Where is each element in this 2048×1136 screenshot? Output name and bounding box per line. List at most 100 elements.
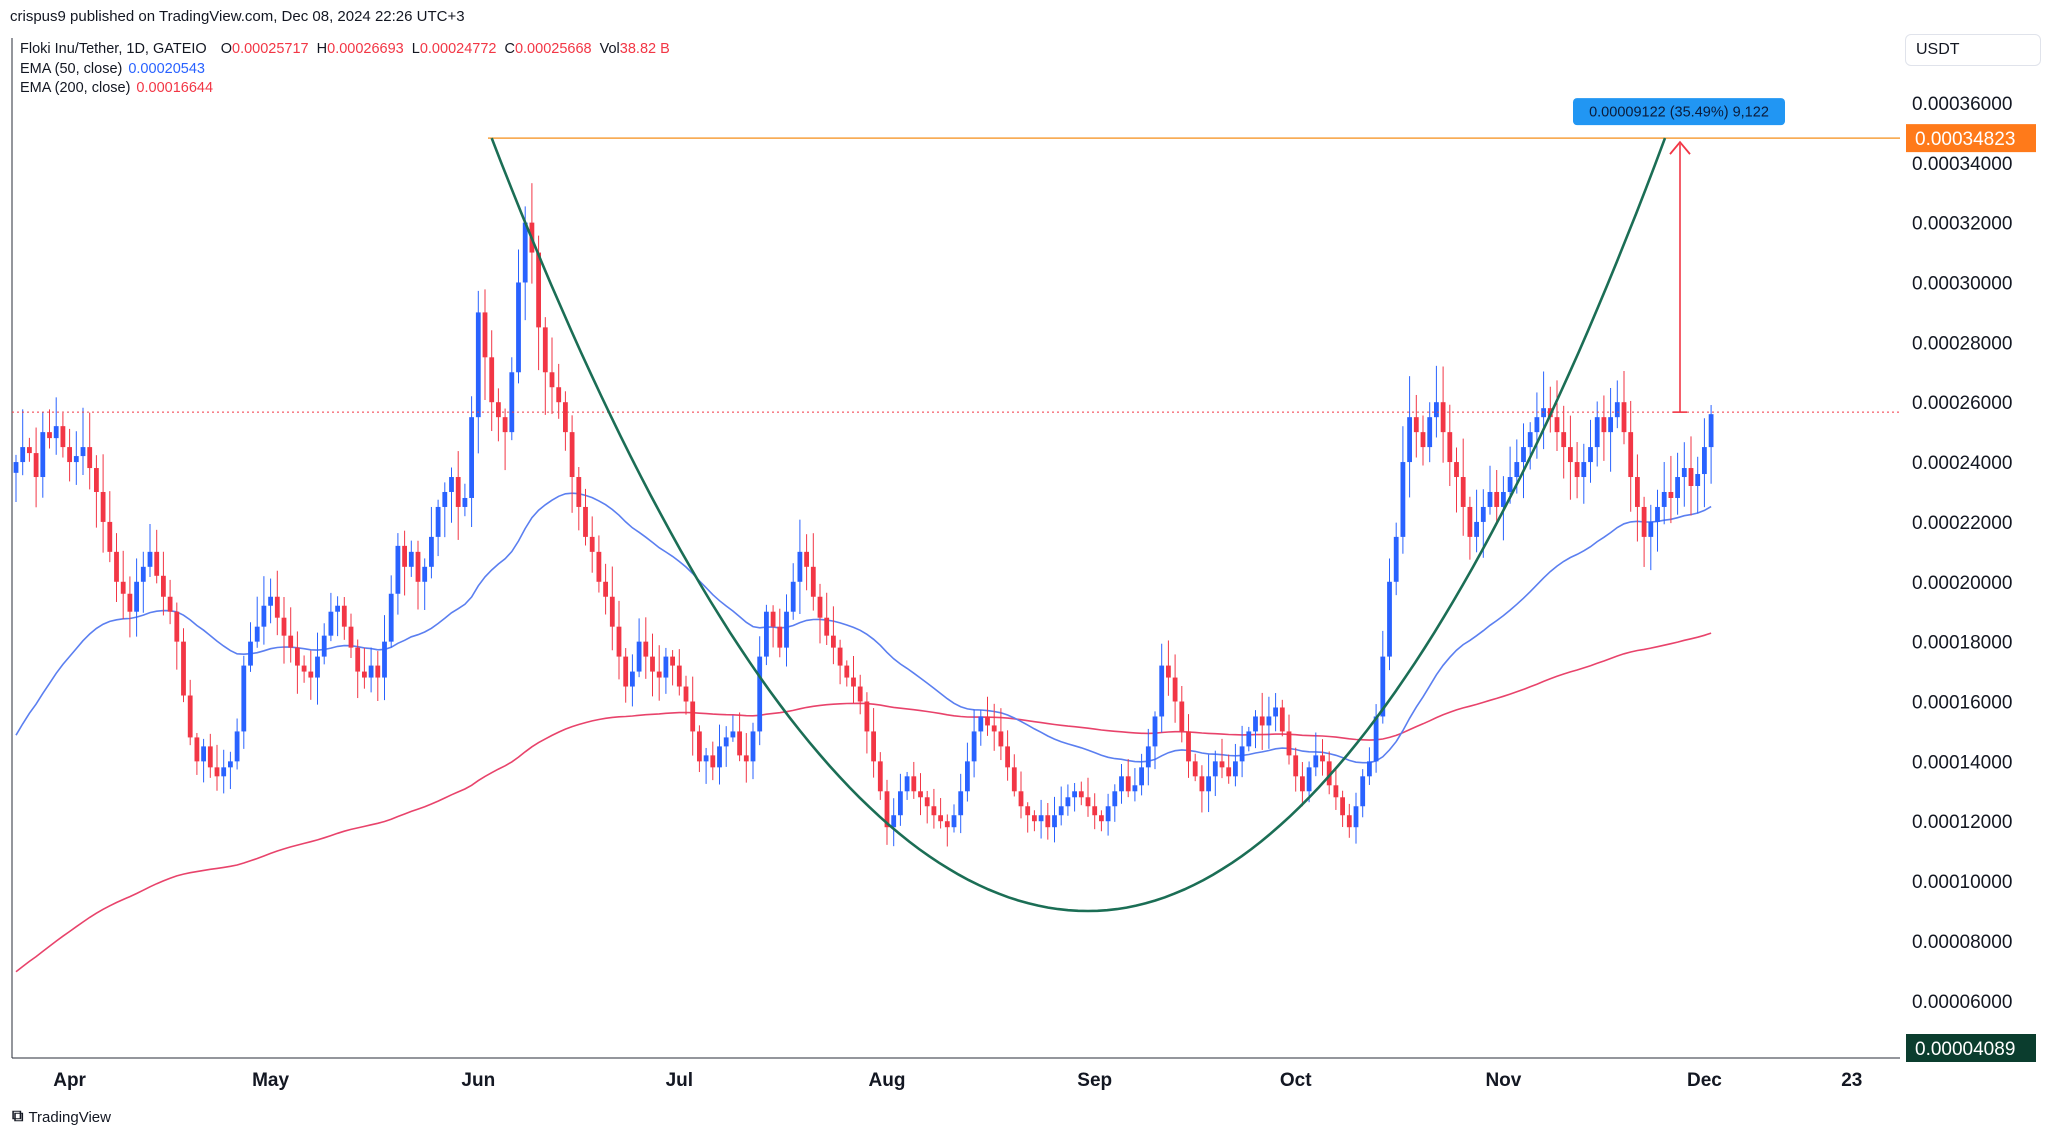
candle-body: [355, 647, 361, 672]
candle-body: [730, 731, 736, 738]
candle-body: [1434, 402, 1439, 418]
candle-body: [810, 566, 816, 597]
y-tick-label: 0.00032000: [1912, 214, 2012, 235]
legend-ema50-row: EMA (50, close) 0.00020543: [20, 60, 670, 80]
candle-body: [723, 737, 729, 747]
candle-body: [770, 611, 776, 627]
candle-body: [1340, 797, 1345, 816]
candle-body: [1253, 716, 1258, 732]
candle-body: [442, 491, 448, 507]
candle-body: [80, 447, 86, 457]
candle-body: [174, 611, 180, 642]
candle-body: [1367, 761, 1372, 777]
candle-body: [1681, 468, 1687, 478]
candle-body: [1052, 815, 1057, 828]
candle-body: [1125, 776, 1131, 792]
tradingview-logo-icon: ⧉: [12, 1108, 23, 1125]
candle-body: [140, 566, 146, 582]
legend-ema200-label: EMA (200, close): [20, 80, 131, 96]
y-tick-label: 0.00036000: [1912, 94, 2012, 115]
candle-body: [13, 462, 19, 473]
y-tick-label: 0.00008000: [1912, 932, 2012, 953]
candle-body: [449, 477, 454, 492]
candle-body: [94, 468, 99, 492]
candle-body: [676, 665, 682, 687]
x-tick-label: Apr: [53, 1070, 86, 1091]
candle-body: [1186, 731, 1191, 762]
candle-body: [1065, 797, 1071, 807]
footer-brand: TradingView: [28, 1108, 111, 1126]
candle-body: [335, 605, 340, 612]
candle-body: [194, 737, 200, 762]
candle-body: [114, 551, 119, 582]
candle-body: [757, 656, 763, 732]
resistance-price-text: 0.00034823: [1915, 129, 2015, 150]
candle-body: [1159, 665, 1165, 717]
legend-high-value: 0.00026693: [327, 41, 404, 57]
candle-body: [958, 791, 964, 816]
candle-body: [1514, 462, 1520, 478]
candle-body: [1447, 432, 1453, 463]
candle-body: [1702, 447, 1707, 475]
candle-body: [502, 417, 508, 433]
candle-body: [40, 432, 46, 478]
candle-body: [1152, 716, 1158, 747]
candle-body: [1099, 815, 1104, 822]
x-tick-label: Nov: [1485, 1070, 1521, 1091]
candle-body: [1480, 506, 1486, 522]
candle-body: [1145, 746, 1151, 768]
candle-body: [462, 497, 468, 507]
candle-body: [904, 776, 910, 792]
candle-body: [20, 447, 26, 463]
candle-body: [435, 506, 441, 537]
candle-body: [1119, 776, 1124, 792]
published-line: crispus9 published on TradingView.com, D…: [10, 8, 465, 25]
candle-body: [871, 731, 876, 762]
candle-body: [804, 551, 809, 567]
y-tick-label: 0.00010000: [1912, 872, 2012, 893]
candle-body: [583, 506, 588, 537]
candle-body: [489, 357, 495, 403]
candle-body: [134, 581, 139, 612]
candle-body: [924, 797, 930, 807]
legend-close-value: 0.00025668: [514, 41, 592, 57]
legend-vol-key: Vol: [599, 41, 620, 57]
y-tick-label: 0.00020000: [1912, 573, 2012, 594]
candle-body: [1286, 731, 1292, 756]
candle-body: [1534, 417, 1540, 433]
candle-body: [911, 776, 917, 792]
candle-body: [1333, 785, 1339, 798]
candle-body: [616, 626, 622, 657]
candle-body: [1078, 791, 1084, 798]
candle-body: [1527, 432, 1533, 448]
candle-body: [328, 611, 334, 636]
candle-body: [1541, 408, 1546, 418]
candle-body: [1413, 417, 1419, 433]
candle-body: [201, 746, 206, 762]
candle-body: [717, 746, 722, 768]
candle-body: [643, 641, 649, 657]
candle-body: [609, 596, 615, 627]
candle-body: [764, 611, 769, 657]
legend-vol-value: 38.82 B: [619, 41, 670, 57]
candle-body: [1005, 746, 1010, 768]
candle-body: [1353, 806, 1359, 828]
candle-body: [1273, 707, 1278, 717]
y-tick-label: 0.00012000: [1912, 812, 2012, 833]
candle-body: [1246, 731, 1252, 747]
y-tick-label: 0.00018000: [1912, 633, 2012, 654]
legend-symbol-row: Floki Inu/Tether, 1D, GATEIO O0.00025717…: [20, 40, 670, 60]
candle-body: [1072, 791, 1077, 798]
candle-body: [221, 767, 227, 777]
x-tick-label: Oct: [1280, 1070, 1312, 1091]
currency-selector[interactable]: USDT: [1905, 34, 2041, 66]
candle-body: [422, 566, 428, 582]
candle-body: [1032, 815, 1037, 822]
candle-body: [697, 731, 702, 762]
candle-body: [1675, 477, 1680, 498]
candle-body: [817, 596, 823, 618]
candle-body: [1427, 417, 1433, 448]
candle-body: [603, 581, 608, 597]
candle-body: [1608, 417, 1613, 433]
